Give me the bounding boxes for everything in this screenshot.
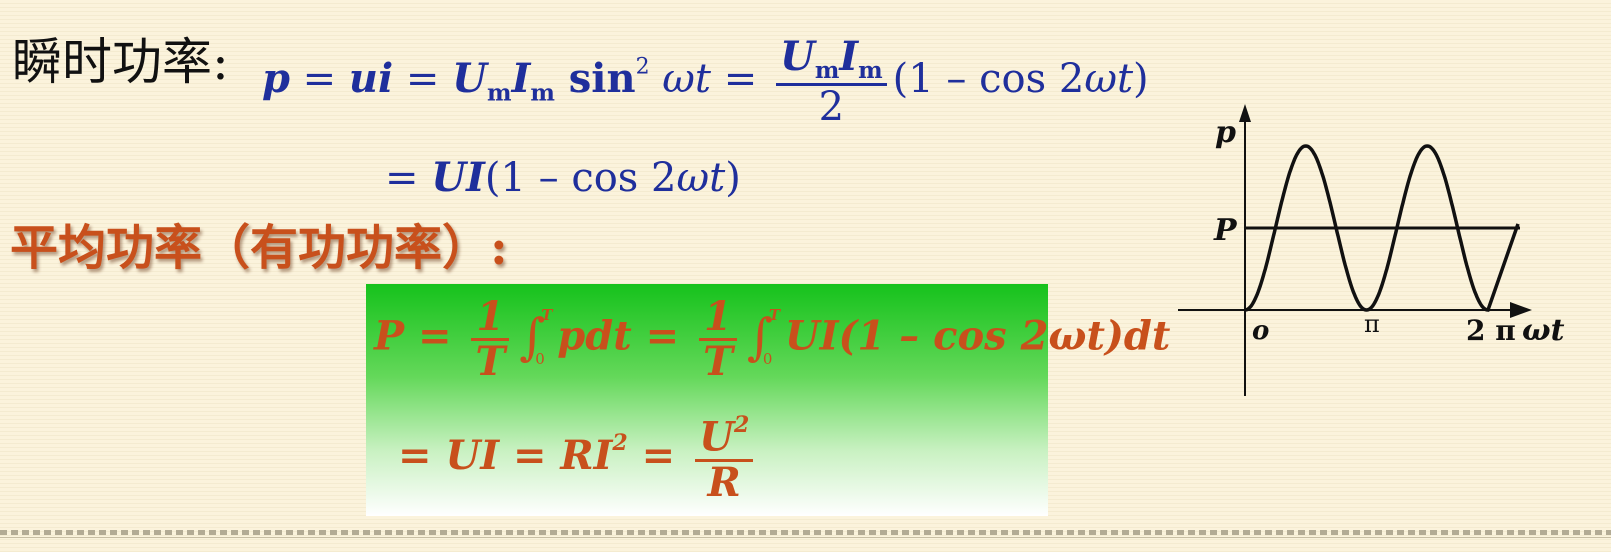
formula-instantaneous-power-simplified: = UI(1 – cos 2ωt) xyxy=(385,154,741,201)
y-axis-arrow xyxy=(1239,104,1251,122)
pi-tick-label: π xyxy=(1364,310,1380,338)
x-axis-arrow xyxy=(1510,302,1532,318)
heading-instantaneous-power: 瞬时功率: xyxy=(12,33,229,91)
fraction-UmIm-over-2: UmIm 2 xyxy=(775,36,887,128)
power-curve xyxy=(1244,144,1520,312)
average-power-formula-box xyxy=(366,284,1048,516)
average-level-label: P xyxy=(1213,213,1238,248)
formula-average-power-result: = UI = RI2 = U2 R xyxy=(398,413,759,504)
integral-sign-2: ∫ T 0 xyxy=(746,305,781,368)
heading-average-power: 平均功率（有功功率）: xyxy=(10,220,508,276)
footer-line xyxy=(0,537,1611,538)
footer-dashed-border xyxy=(0,530,1611,535)
formula-instantaneous-power: p = ui = UmIm sin2 ωt = UmIm 2 (1 – cos 2ω… xyxy=(262,33,1149,131)
power-waveform-graph: p P o π 2 π ωt xyxy=(1178,104,1565,396)
x-axis-label: ωt xyxy=(1522,313,1565,348)
y-axis-label: p xyxy=(1215,115,1236,150)
formula-average-power: P = 1 T ∫ T 0 pdt = 1 T ∫ T 0 UI(1 – cos 2ωt)dt xyxy=(374,293,1171,385)
origin-label: o xyxy=(1252,316,1269,346)
two-pi-tick-label: 2 π xyxy=(1466,314,1516,347)
fraction-U2-over-R: U2 R xyxy=(695,413,754,504)
integral-sign: ∫ T 0 xyxy=(519,305,553,368)
